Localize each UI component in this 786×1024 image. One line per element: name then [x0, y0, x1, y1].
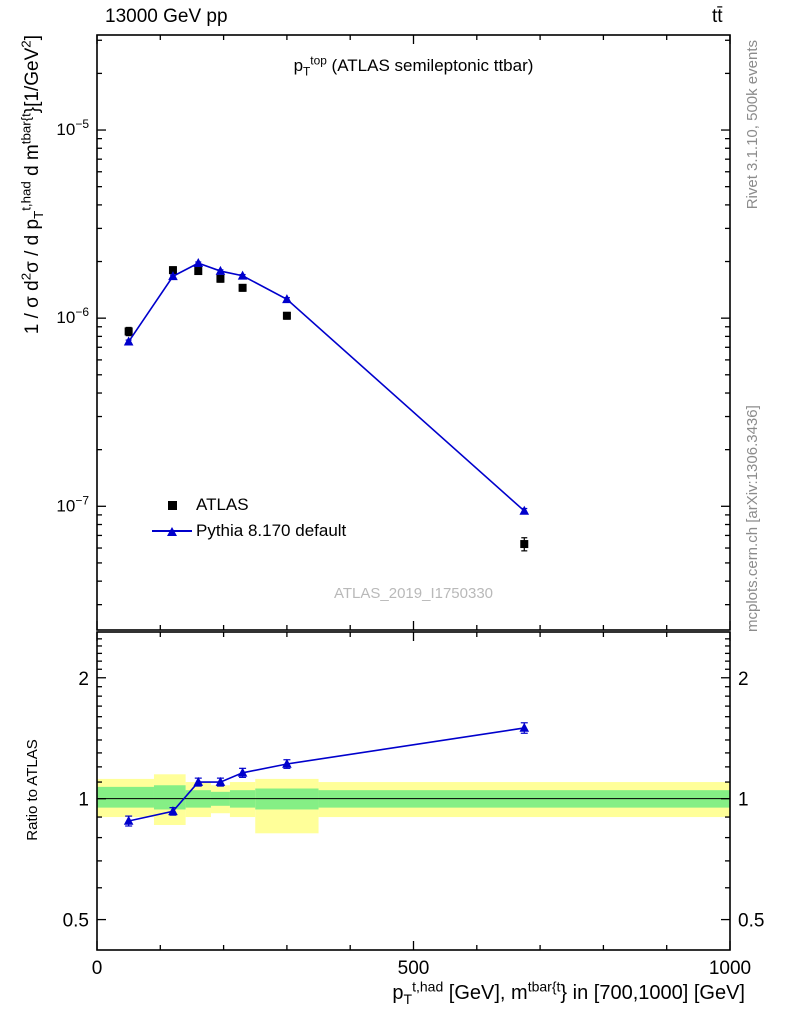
svg-text:2: 2 — [78, 669, 89, 690]
svg-text:0: 0 — [92, 958, 103, 979]
svg-text:10−7: 10−7 — [56, 493, 89, 515]
svg-text:0.5: 0.5 — [63, 911, 89, 932]
series-atlas — [124, 266, 529, 552]
svg-text:2: 2 — [738, 669, 749, 690]
legend: ATLAS Pythia 8.170 default — [148, 492, 346, 544]
square-marker-icon — [148, 500, 196, 510]
analysis-id-watermark: ATLAS_2019_I1750330 — [333, 585, 494, 602]
legend-label-pythia: Pythia 8.170 default — [196, 521, 347, 540]
rivet-version-note: Rivet 3.1.10, 500k events — [744, 40, 761, 210]
svg-text:0.5: 0.5 — [738, 911, 764, 932]
x-axis-title: pTt,had [GeV], mtbar{t} in [700,1000] [G… — [392, 978, 745, 1007]
legend-item-pythia: Pythia 8.170 default — [148, 518, 346, 544]
process-label: tt̄ — [712, 6, 723, 27]
tick-labels: 10−5 10−6 10−7 0.5 0.5 1 1 2 2 0 500 1000 — [56, 117, 764, 979]
ratio-uncertainty-bands — [97, 774, 730, 834]
svg-text:10−5: 10−5 — [56, 117, 89, 139]
beam-energy-label: 13000 GeV pp — [105, 6, 228, 27]
svg-text:1: 1 — [78, 790, 89, 811]
legend-item-atlas: ATLAS — [148, 492, 346, 518]
ratio-y-axis-title: Ratio to ATLAS — [24, 739, 41, 841]
legend-label-atlas: ATLAS — [196, 495, 249, 514]
svg-text:10−6: 10−6 — [56, 305, 89, 327]
plot-title: pTtop (ATLAS semileptonic ttbar) — [293, 53, 534, 79]
svg-text:1000: 1000 — [709, 958, 751, 979]
axis-ticks — [96, 35, 731, 950]
triangle-line-marker-icon — [148, 526, 196, 536]
svg-text:1: 1 — [738, 790, 749, 811]
y-axis-title: 1 / σ d2σ / d pTt,had d mtbar{t}[1/GeV2] — [18, 35, 46, 335]
data-series — [123, 257, 530, 552]
ratio-series — [123, 722, 530, 827]
series-pythia-8.170-default — [123, 257, 530, 515]
svg-text:500: 500 — [398, 958, 430, 979]
mcplots-reference-note: mcplots.cern.ch [arXiv:1306.3436] — [744, 405, 761, 632]
